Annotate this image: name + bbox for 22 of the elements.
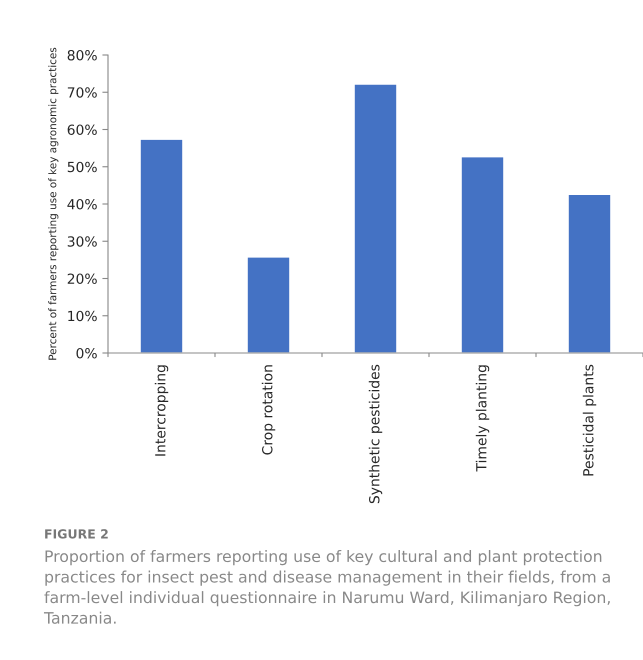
bar: [139, 138, 184, 353]
y-tick-label: 40%: [67, 198, 97, 210]
y-tick-label: 70%: [68, 87, 97, 98]
bar: [353, 83, 398, 353]
x-tick-label: Intercropping: [154, 365, 168, 456]
y-tick-label: 30%: [68, 236, 97, 247]
caption: FIGURE 2: [45, 529, 108, 539]
y-tick-label: 20%: [68, 273, 97, 284]
y-tick-label: 10%: [68, 310, 97, 322]
text: Proportion of farmers reporting use of key cultural and plant protection practices for insect pest and disease management in their fields, from a farm-level individual questionnaire in Narumu Ward, Kilimanjaro Region, Tanzania.: [44, 550, 610, 624]
x-tick-label: Timely planting: [476, 365, 490, 472]
x-tick-label: Synthetic pesticides: [368, 364, 382, 504]
y-axis-title: Percent of farmers reporting use of key agronomic practices: [48, 48, 58, 360]
bar: [567, 194, 612, 353]
y-tick-label: 60%: [68, 124, 97, 135]
y-tick-label: 0%: [76, 348, 97, 358]
y-tick-label: 50%: [68, 162, 97, 172]
x-tick-label: Crop rotation: [262, 365, 276, 455]
bar: [460, 156, 505, 353]
y-tick-label: 80%: [68, 50, 97, 60]
x-tick-label: Pesticidal plants: [582, 364, 596, 476]
bar: [246, 256, 291, 353]
